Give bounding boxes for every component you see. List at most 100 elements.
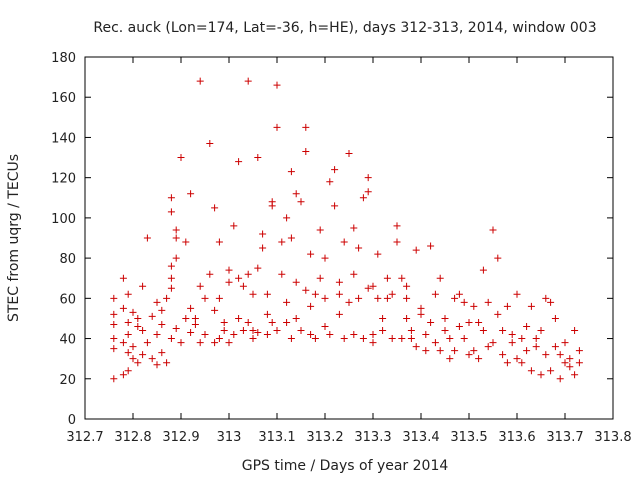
x-tick-label: 312.7 (66, 430, 103, 445)
data-point (148, 312, 156, 320)
data-point (119, 304, 127, 312)
data-point (283, 318, 291, 326)
data-point (494, 310, 502, 318)
data-point (350, 270, 358, 278)
data-point (172, 325, 180, 332)
data-point (513, 290, 521, 298)
data-point (446, 355, 454, 363)
data-point (211, 204, 219, 212)
chart-title: Rec. auck (Lon=174, Lat=-36, h=HE), days… (93, 20, 596, 36)
data-point (230, 222, 238, 230)
y-tick-label: 60 (59, 292, 76, 307)
data-point (532, 343, 540, 351)
data-point (475, 318, 483, 326)
data-point (292, 314, 300, 322)
data-point (254, 264, 262, 272)
data-point (143, 234, 151, 242)
data-point (407, 327, 415, 335)
data-point (278, 270, 286, 278)
data-point (110, 345, 118, 353)
data-point (489, 226, 497, 234)
data-point (436, 347, 444, 355)
data-point (196, 77, 204, 85)
data-point (326, 178, 334, 186)
data-point (431, 339, 439, 347)
data-point (259, 230, 267, 238)
data-point (494, 254, 502, 262)
data-point (191, 314, 199, 322)
data-point (542, 351, 550, 359)
data-point (388, 290, 396, 298)
data-point (292, 278, 300, 286)
data-point (499, 327, 507, 335)
data-point (355, 294, 363, 302)
data-point (359, 335, 367, 343)
data-point (273, 327, 281, 335)
data-point (287, 234, 295, 242)
data-point (547, 298, 555, 306)
data-point (283, 298, 291, 306)
data-point (211, 339, 219, 347)
data-point (302, 148, 310, 156)
data-point (355, 244, 363, 252)
data-point (287, 335, 295, 343)
data-point (383, 294, 391, 302)
data-point (143, 339, 151, 347)
data-point (350, 331, 358, 339)
data-point (431, 290, 439, 298)
data-point (153, 331, 161, 339)
data-point (167, 262, 175, 270)
data-point (215, 335, 223, 343)
data-point (239, 282, 247, 290)
data-point (331, 202, 339, 210)
data-point (139, 351, 147, 359)
data-point (249, 335, 257, 343)
data-point (167, 335, 175, 343)
data-point (263, 331, 271, 339)
data-point (518, 335, 526, 343)
data-point (259, 244, 267, 252)
data-point (139, 327, 147, 335)
data-point (575, 359, 583, 367)
axis-tick-labels: 312.7 312.8 312.9 313 313.1 313.2 313.3 313.4 31… (51, 51, 631, 445)
data-point (201, 331, 209, 339)
data-point (220, 318, 228, 326)
data-point (249, 327, 257, 335)
x-tick-label: 312.8 (114, 430, 151, 445)
data-point (254, 329, 262, 337)
data-point (187, 190, 195, 198)
data-point (513, 355, 521, 363)
data-point (374, 250, 382, 258)
data-point (283, 214, 291, 222)
data-point (575, 347, 583, 355)
axis-ticks (84, 56, 614, 420)
data-point (235, 158, 243, 166)
data-point (398, 274, 406, 282)
data-point (523, 347, 531, 355)
y-tick-label: 100 (51, 212, 76, 227)
y-tick-label: 20 (59, 373, 76, 388)
data-point (345, 298, 353, 306)
data-point (206, 270, 214, 278)
data-point (158, 306, 166, 314)
data-point (158, 320, 166, 328)
data-point (398, 335, 406, 343)
data-point (340, 238, 348, 246)
data-point (235, 274, 243, 282)
data-point (201, 294, 209, 302)
data-point (566, 355, 574, 363)
data-point (278, 238, 286, 246)
data-point (393, 222, 401, 230)
y-tick-label: 40 (59, 333, 76, 348)
data-point (523, 322, 531, 330)
y-tick-label: 180 (51, 51, 76, 66)
data-point (436, 274, 444, 282)
x-tick-label: 313.8 (594, 430, 631, 445)
data-point (124, 318, 132, 326)
x-tick-label: 313.6 (498, 430, 535, 445)
data-point (465, 318, 473, 326)
data-point (124, 349, 132, 357)
data-point (172, 226, 180, 234)
data-point (129, 355, 137, 363)
